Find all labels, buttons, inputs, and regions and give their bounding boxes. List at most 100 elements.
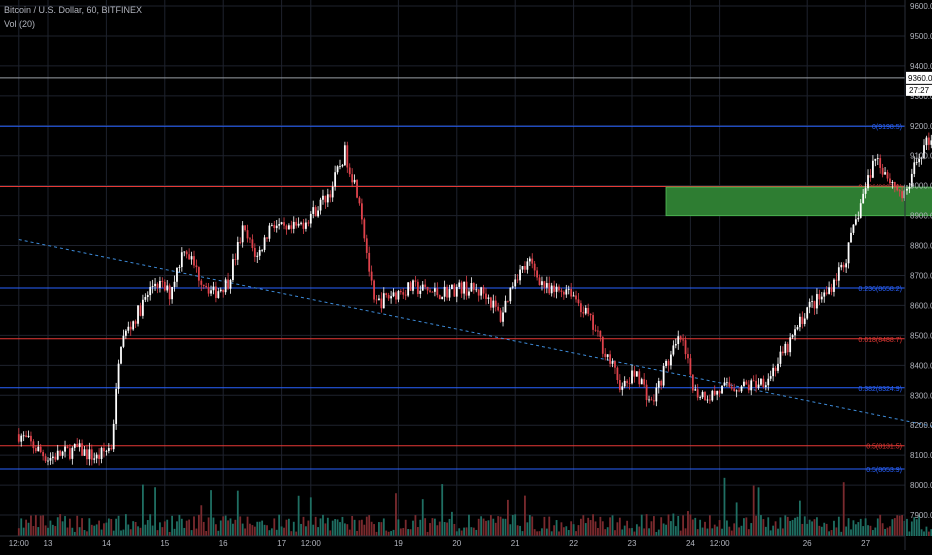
candle-body [713,390,716,395]
volume-bar [404,519,407,536]
candle-body [667,360,670,366]
candle-body [604,353,607,357]
candle-body [570,288,573,297]
y-tick-label: 8400.0 [910,361,932,370]
volume-bar [144,524,147,536]
candle-body [850,232,852,243]
volume-bar [71,527,74,536]
volume-bar [628,528,631,536]
candle-body [253,247,256,257]
volume-bar [524,495,526,536]
volume-bar [288,518,290,536]
volume-bar [735,502,738,536]
volume-bar [266,525,268,536]
candle-body [341,165,344,167]
candle-body [645,384,648,401]
candle-body [930,140,932,145]
volume-bar [142,484,144,536]
volume-bar [139,527,142,536]
candle-body [560,290,563,292]
volume-bar [509,524,512,536]
candle-body [521,266,524,270]
volume-legend[interactable]: Vol (20) [4,19,36,29]
volume-bar [51,524,54,536]
x-tick-label: 27 [861,539,870,548]
volume-bar [584,523,587,536]
volume-bar [631,528,633,536]
candle-body [120,346,122,364]
volume-bar [750,523,753,536]
volume-bar [684,528,687,536]
volume-bar [64,516,66,536]
candle-body [339,166,341,168]
candle-body [197,267,200,281]
volume-bar [876,518,879,536]
candle-body [502,312,504,322]
volume-bar [674,526,677,536]
candle-body [139,305,142,316]
symbol-legend[interactable]: Bitcoin / U.S. Dollar, 60, BITFINEX [4,5,143,15]
candle-body [421,284,424,291]
fib-level-label: 0.618(8488.7) [858,337,902,344]
candle-body [51,456,54,459]
volume-bar [446,522,448,536]
volume-bar [820,526,823,536]
candle-body [59,450,62,456]
candle-body [202,284,205,286]
candle-body [638,371,641,385]
volume-bar [718,520,721,536]
candle-body [322,195,324,200]
volume-bar [202,521,205,536]
volume-bar [219,520,222,536]
candle-body [39,446,42,453]
candle-body [509,287,512,302]
candle-body [98,454,100,459]
candle-body [307,222,310,224]
volume-bar [874,527,877,536]
candle-body [762,378,765,388]
volume-bar [864,518,867,536]
volume-bar [395,493,397,536]
volume-bar [341,516,344,536]
volume-bar [73,531,76,536]
candle-body [694,389,697,391]
supply-zone[interactable] [665,186,932,217]
volume-bar [54,526,57,536]
volume-bar [835,527,838,536]
candle-body [803,318,806,324]
y-tick-label: 8100.0 [910,451,932,460]
volume-bar [494,522,497,536]
volume-bar [61,521,64,536]
candle-body [811,301,813,302]
candle-body [837,267,840,281]
candle-body [458,282,461,287]
volume-bar [103,523,105,536]
candle-body [640,379,643,385]
volume-bar [565,526,568,536]
candle-body [657,381,660,388]
volume-bar [69,518,71,536]
candle-body [331,186,334,198]
volume-bar [17,528,20,536]
candle-body [392,292,395,297]
candle-body [54,456,57,460]
trendline[interactable] [18,239,932,530]
volume-bar [137,526,139,536]
candle-body [402,292,405,295]
candle-body [801,316,804,324]
candle-body [373,280,375,300]
candle-body [241,225,244,243]
candle-body [132,321,135,330]
candle-body [434,288,436,292]
volume-bar [39,515,42,536]
candle-body [609,354,611,364]
candle-body [348,167,351,175]
candle-body [32,441,35,449]
fib-level-label: 0(9198.5) [872,124,902,131]
volume-bar [441,484,444,536]
volume-bar [672,513,675,536]
candle-body [37,446,40,452]
candle-body [144,297,147,300]
